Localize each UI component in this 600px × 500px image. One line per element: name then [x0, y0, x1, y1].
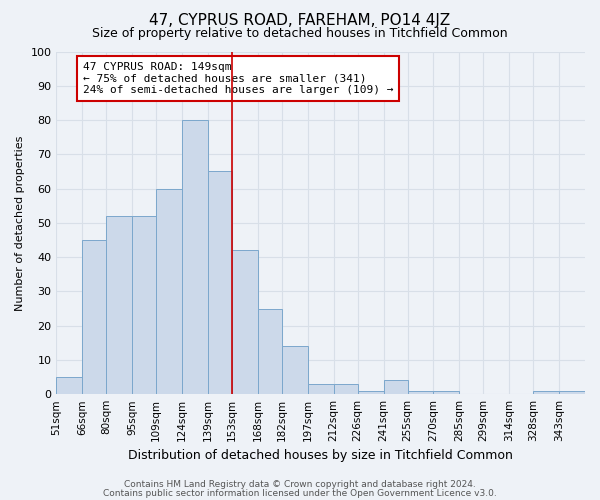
Bar [156, 188, 182, 394]
Bar [232, 250, 258, 394]
Bar [559, 391, 585, 394]
Y-axis label: Number of detached properties: Number of detached properties [15, 135, 25, 310]
X-axis label: Distribution of detached houses by size in Titchfield Common: Distribution of detached houses by size … [128, 450, 513, 462]
Bar [208, 172, 232, 394]
Bar [56, 377, 82, 394]
Text: Contains public sector information licensed under the Open Government Licence v3: Contains public sector information licen… [103, 488, 497, 498]
Bar [132, 216, 156, 394]
Bar [533, 391, 559, 394]
Bar [106, 216, 132, 394]
Bar [334, 384, 358, 394]
Bar [433, 391, 460, 394]
Bar [308, 384, 334, 394]
Bar [182, 120, 208, 394]
Bar [358, 391, 383, 394]
Bar [407, 391, 433, 394]
Text: Size of property relative to detached houses in Titchfield Common: Size of property relative to detached ho… [92, 28, 508, 40]
Text: 47, CYPRUS ROAD, FAREHAM, PO14 4JZ: 47, CYPRUS ROAD, FAREHAM, PO14 4JZ [149, 12, 451, 28]
Bar [383, 380, 407, 394]
Bar [282, 346, 308, 394]
Bar [258, 308, 282, 394]
Bar [82, 240, 106, 394]
Text: 47 CYPRUS ROAD: 149sqm
← 75% of detached houses are smaller (341)
24% of semi-de: 47 CYPRUS ROAD: 149sqm ← 75% of detached… [83, 62, 394, 95]
Text: Contains HM Land Registry data © Crown copyright and database right 2024.: Contains HM Land Registry data © Crown c… [124, 480, 476, 489]
